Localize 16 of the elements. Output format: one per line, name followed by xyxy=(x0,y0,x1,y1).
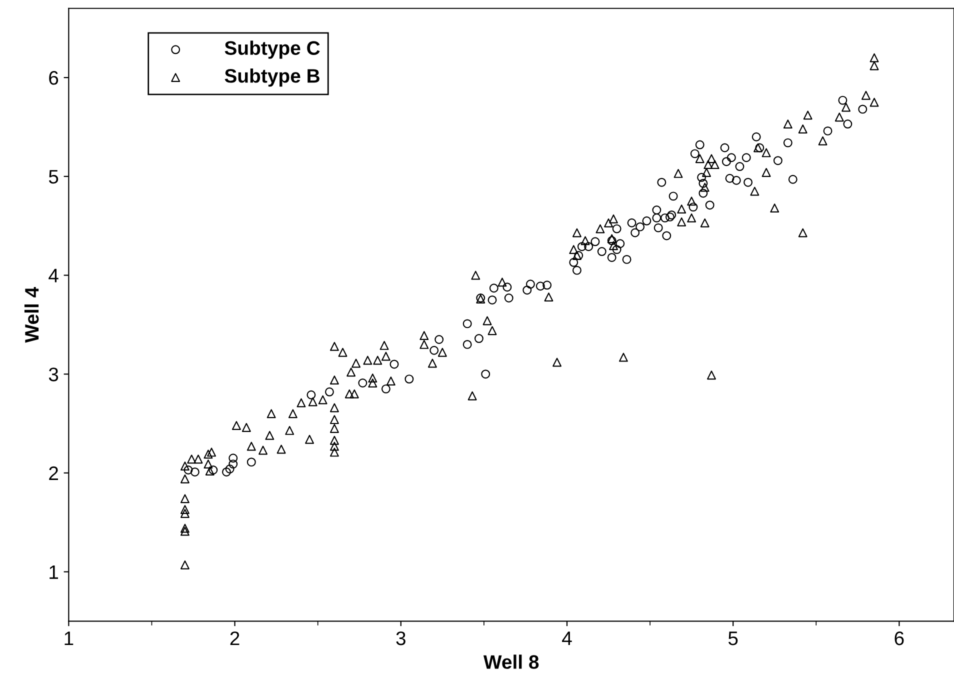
x-axis-title: Well 8 xyxy=(483,654,539,669)
legend-label: Subtype B xyxy=(224,68,320,87)
y-tick-label: 1 xyxy=(50,565,58,579)
x-tick-label: 6 xyxy=(894,631,904,646)
x-tick-label: 1 xyxy=(64,632,74,646)
x-tick-label: 2 xyxy=(230,631,240,646)
y-tick-label: 2 xyxy=(49,466,58,480)
x-tick-label: 3 xyxy=(396,631,406,646)
y-axis-title: Well 4 xyxy=(24,286,39,343)
legend-label: Subtype C xyxy=(224,40,320,59)
x-tick-label: 4 xyxy=(562,632,572,646)
y-tick-label: 3 xyxy=(48,368,58,382)
y-tick-label: 4 xyxy=(48,268,58,282)
y-tick-label: 6 xyxy=(49,71,58,85)
y-tick-label: 5 xyxy=(48,170,58,184)
x-tick-label: 5 xyxy=(728,632,738,646)
